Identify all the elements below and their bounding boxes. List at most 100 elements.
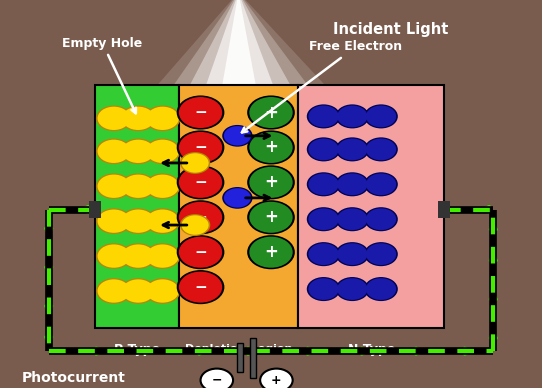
Text: Empty Hole: Empty Hole bbox=[62, 36, 143, 113]
Circle shape bbox=[96, 243, 132, 269]
Circle shape bbox=[337, 106, 367, 127]
Circle shape bbox=[182, 153, 209, 173]
Circle shape bbox=[249, 202, 293, 233]
Circle shape bbox=[335, 277, 369, 301]
Circle shape bbox=[146, 244, 179, 268]
Circle shape bbox=[366, 278, 396, 300]
Circle shape bbox=[179, 237, 222, 268]
Circle shape bbox=[364, 172, 398, 196]
Circle shape bbox=[247, 165, 295, 199]
Circle shape bbox=[249, 97, 293, 128]
Circle shape bbox=[179, 272, 222, 303]
Circle shape bbox=[308, 106, 339, 127]
Circle shape bbox=[335, 172, 369, 196]
Text: Incident Light: Incident Light bbox=[333, 22, 448, 36]
Circle shape bbox=[146, 107, 179, 130]
Text: −: − bbox=[194, 245, 207, 260]
Circle shape bbox=[122, 107, 154, 130]
Circle shape bbox=[260, 369, 293, 388]
Circle shape bbox=[335, 137, 369, 161]
Circle shape bbox=[249, 237, 293, 268]
Circle shape bbox=[307, 172, 340, 196]
Circle shape bbox=[308, 139, 339, 160]
Text: +: + bbox=[264, 173, 278, 191]
Circle shape bbox=[145, 243, 180, 269]
Circle shape bbox=[247, 130, 295, 165]
Circle shape bbox=[120, 243, 156, 269]
Circle shape bbox=[337, 243, 367, 265]
Circle shape bbox=[179, 202, 222, 233]
Circle shape bbox=[364, 104, 398, 128]
Circle shape bbox=[307, 277, 340, 301]
Circle shape bbox=[98, 140, 130, 163]
Bar bbox=[95, 85, 179, 328]
Circle shape bbox=[179, 132, 222, 163]
Circle shape bbox=[122, 175, 154, 198]
Bar bbox=[179, 85, 298, 328]
Text: −: − bbox=[194, 140, 207, 155]
Circle shape bbox=[364, 137, 398, 161]
Circle shape bbox=[145, 139, 180, 164]
Bar bbox=[237, 343, 243, 372]
Circle shape bbox=[96, 208, 132, 234]
Circle shape bbox=[337, 278, 367, 300]
Circle shape bbox=[120, 278, 156, 304]
Text: P Type: P Type bbox=[114, 343, 160, 356]
Circle shape bbox=[249, 167, 293, 198]
Circle shape bbox=[98, 107, 130, 130]
Circle shape bbox=[366, 243, 396, 265]
Circle shape bbox=[145, 173, 180, 199]
Polygon shape bbox=[157, 0, 325, 85]
Circle shape bbox=[122, 244, 154, 268]
Circle shape bbox=[120, 208, 156, 234]
Circle shape bbox=[337, 208, 367, 230]
Text: N Type: N Type bbox=[347, 343, 395, 356]
Text: +: + bbox=[264, 243, 278, 261]
Circle shape bbox=[224, 188, 251, 208]
Circle shape bbox=[145, 278, 180, 304]
Circle shape bbox=[247, 95, 295, 130]
Circle shape bbox=[308, 173, 339, 195]
Text: +: + bbox=[264, 208, 278, 226]
Circle shape bbox=[364, 242, 398, 266]
Text: Depletion Region: Depletion Region bbox=[185, 344, 292, 354]
Circle shape bbox=[180, 214, 210, 236]
Text: +: + bbox=[271, 374, 282, 387]
Circle shape bbox=[366, 173, 396, 195]
Circle shape bbox=[364, 207, 398, 231]
Text: −: − bbox=[194, 210, 207, 225]
Circle shape bbox=[307, 207, 340, 231]
Circle shape bbox=[249, 132, 293, 163]
Circle shape bbox=[337, 139, 367, 160]
Circle shape bbox=[96, 106, 132, 131]
Circle shape bbox=[335, 104, 369, 128]
Text: −: − bbox=[194, 280, 207, 294]
Bar bbox=[89, 201, 101, 218]
Polygon shape bbox=[173, 0, 308, 85]
Circle shape bbox=[366, 106, 396, 127]
Circle shape bbox=[179, 97, 222, 128]
Circle shape bbox=[177, 130, 224, 165]
Circle shape bbox=[177, 270, 224, 304]
Circle shape bbox=[120, 106, 156, 131]
Text: −: − bbox=[194, 175, 207, 190]
Circle shape bbox=[177, 200, 224, 234]
Circle shape bbox=[222, 187, 253, 209]
Circle shape bbox=[96, 139, 132, 164]
Circle shape bbox=[364, 277, 398, 301]
Circle shape bbox=[145, 106, 180, 131]
Circle shape bbox=[224, 126, 251, 146]
Circle shape bbox=[307, 137, 340, 161]
Circle shape bbox=[122, 140, 154, 163]
Circle shape bbox=[307, 242, 340, 266]
Text: +: + bbox=[264, 104, 278, 121]
Circle shape bbox=[337, 173, 367, 195]
Circle shape bbox=[308, 243, 339, 265]
Text: −: − bbox=[211, 374, 222, 387]
Circle shape bbox=[308, 278, 339, 300]
Circle shape bbox=[146, 140, 179, 163]
Circle shape bbox=[96, 173, 132, 199]
Circle shape bbox=[120, 173, 156, 199]
Circle shape bbox=[98, 175, 130, 198]
Circle shape bbox=[182, 215, 209, 235]
